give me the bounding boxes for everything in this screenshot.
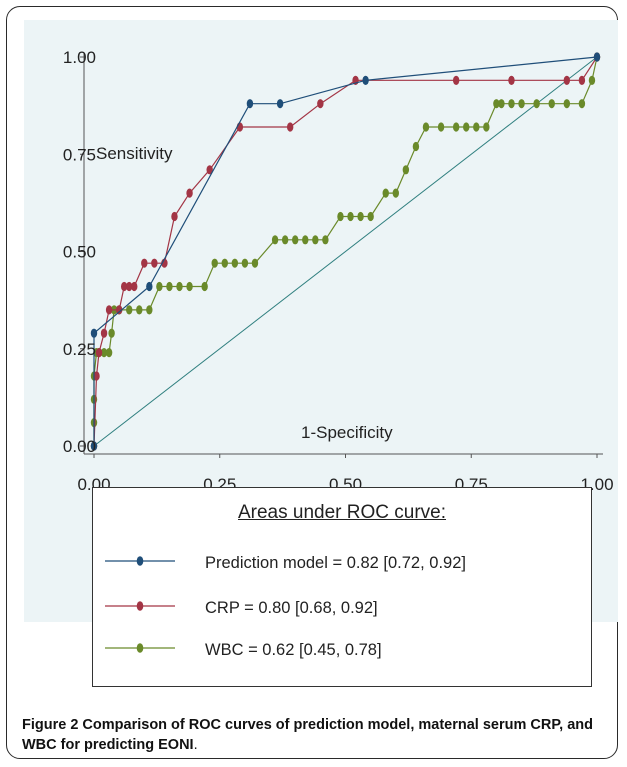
legend-swatch-prediction-model (105, 556, 175, 566)
y-tick-label: 0.25 (63, 340, 96, 359)
legend-title: Areas under ROC curve: (237, 502, 447, 523)
data-point-wbc (221, 258, 228, 268)
data-point-wbc (518, 99, 525, 109)
data-point-wbc (241, 258, 249, 268)
legend-entry-prediction-model: Prediction model = 0.82 [0.72, 0.92] (93, 546, 591, 582)
data-point-crp (578, 75, 586, 85)
y-tick-label: 0.75 (63, 145, 96, 164)
data-point-prediction-model (593, 52, 601, 62)
data-point-crp (206, 165, 213, 175)
data-point-prediction-model (146, 281, 153, 292)
data-point-wbc (312, 235, 319, 245)
data-point-wbc (422, 122, 430, 132)
data-point-wbc (437, 122, 445, 132)
data-point-crp (563, 75, 571, 85)
data-point-wbc (473, 122, 480, 132)
data-point-wbc (578, 99, 586, 109)
data-point-crp (317, 99, 324, 109)
data-point-crp (105, 305, 113, 315)
y-axis-label: Sensitivity (96, 144, 173, 163)
data-point-wbc (271, 235, 279, 245)
data-point-wbc (176, 281, 183, 292)
data-point-crp (126, 281, 133, 292)
data-point-wbc (357, 211, 364, 222)
caption-end: . (193, 737, 198, 753)
data-point-wbc (292, 235, 299, 245)
data-point-wbc (166, 281, 173, 292)
data-point-crp (286, 122, 294, 132)
data-point-prediction-model (90, 441, 98, 451)
y-tick-label: 0.00 (63, 437, 96, 456)
legend: Areas under ROC curve: Prediction model … (92, 487, 592, 687)
legend-entry-crp: CRP = 0.80 [0.68, 0.92] (93, 591, 591, 627)
data-point-prediction-model (246, 99, 254, 109)
data-point-crp (115, 305, 123, 315)
data-point-crp (100, 328, 108, 338)
data-point-wbc (402, 165, 410, 175)
figure-caption: Figure 2 Comparison of ROC curves of pre… (22, 715, 612, 755)
data-point-wbc (201, 281, 208, 292)
data-point-wbc (588, 75, 596, 85)
caption-text: Comparison of ROC curves of prediction m… (22, 717, 593, 753)
data-point-prediction-model (276, 99, 284, 109)
data-point-wbc (251, 258, 259, 268)
data-point-prediction-model (362, 75, 369, 85)
data-point-crp (151, 258, 158, 268)
legend-entry-wbc: WBC = 0.62 [0.45, 0.78] (93, 633, 591, 669)
data-point-crp (171, 211, 178, 222)
data-point-wbc (463, 122, 470, 132)
data-point-wbc (493, 99, 500, 109)
data-point-wbc (146, 305, 153, 315)
x-axis-label: 1-Specificity (301, 423, 393, 442)
data-point-wbc (322, 235, 329, 245)
data-point-crp (452, 75, 460, 85)
data-point-wbc (126, 305, 133, 315)
caption-label: Figure 2 (22, 717, 79, 733)
data-point-wbc (105, 348, 113, 358)
y-tick-label: 0.50 (63, 243, 96, 262)
data-point-prediction-model (90, 328, 98, 338)
data-point-wbc (548, 99, 555, 109)
data-point-wbc (302, 235, 309, 245)
data-point-wbc (452, 122, 460, 132)
data-point-wbc (392, 188, 399, 198)
legend-label-crp: CRP = 0.80 [0.68, 0.92] (205, 599, 378, 617)
reference-diagonal-line (93, 56, 598, 447)
data-point-wbc (563, 99, 571, 109)
data-point-wbc (498, 99, 505, 109)
data-point-crp (131, 281, 138, 292)
data-point-wbc (211, 258, 218, 268)
data-point-wbc (108, 328, 115, 338)
data-point-crp (93, 371, 100, 381)
data-point-wbc (382, 188, 389, 198)
legend-label-wbc: WBC = 0.62 [0.45, 0.78] (205, 641, 382, 659)
data-point-wbc (337, 211, 344, 222)
label-layer: 0.000.250.500.751.000.00 0.25 0.50 0.75 1.00… (63, 48, 614, 494)
data-point-wbc (533, 99, 540, 109)
data-point-wbc (412, 141, 420, 152)
data-point-wbc (281, 235, 289, 245)
data-point-wbc (231, 258, 239, 268)
data-point-crp (508, 75, 515, 85)
data-point-wbc (367, 211, 374, 222)
data-point-crp (95, 348, 103, 358)
axes-layer (80, 53, 603, 458)
data-point-wbc (483, 122, 490, 132)
data-point-crp (141, 258, 148, 268)
legend-swatch-crp (105, 601, 175, 611)
data-point-crp (186, 188, 193, 198)
series-layer (90, 52, 601, 451)
data-point-wbc (508, 99, 515, 109)
data-point-crp (120, 281, 128, 292)
data-point-wbc (156, 281, 163, 292)
legend-swatch-wbc (105, 643, 175, 653)
legend-label-prediction-model: Prediction model = 0.82 [0.72, 0.92] (205, 554, 466, 572)
y-tick-label: 1.00 (63, 48, 96, 67)
data-point-wbc (347, 211, 354, 222)
data-point-wbc (100, 348, 108, 358)
data-point-wbc (136, 305, 143, 315)
data-point-wbc (186, 281, 193, 292)
